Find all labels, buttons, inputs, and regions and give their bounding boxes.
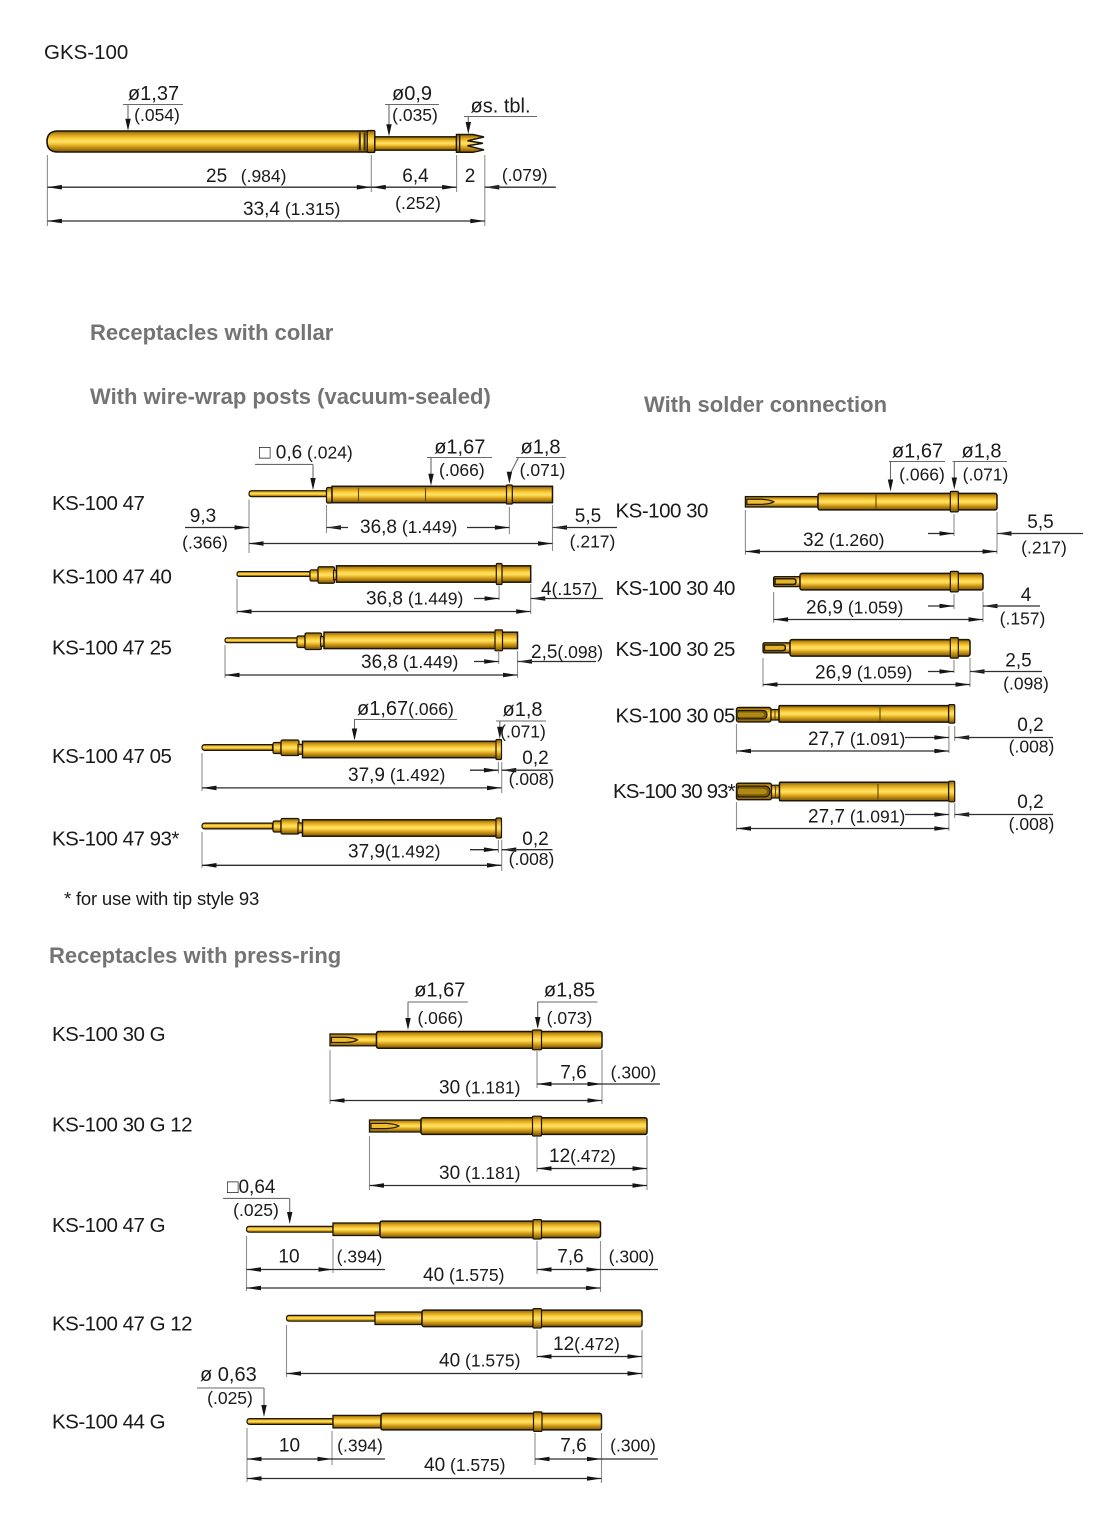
svg-text:7,6: 7,6 — [557, 1247, 583, 1268]
svg-text:4: 4 — [1021, 585, 1032, 606]
svg-text:(.217): (.217) — [1021, 538, 1067, 558]
svg-text:KS-100 30 93*: KS-100 30 93* — [613, 780, 736, 803]
svg-text:GKS-100: GKS-100 — [44, 41, 128, 64]
svg-text:With solder connection: With solder connection — [644, 392, 887, 417]
svg-text:5,5: 5,5 — [575, 506, 601, 527]
svg-text:2,5: 2,5 — [1005, 651, 1031, 672]
svg-text:(.098): (.098) — [1003, 674, 1049, 694]
svg-text:ø0,9: ø0,9 — [392, 83, 432, 105]
svg-text:10: 10 — [279, 1436, 300, 1457]
svg-text:KS-100 47 40: KS-100 47 40 — [52, 566, 171, 589]
svg-text:(.025): (.025) — [233, 1200, 279, 1220]
svg-text:(.008): (.008) — [1009, 814, 1055, 834]
svg-text:ø1,8: ø1,8 — [961, 441, 1001, 463]
svg-text:Receptacles with press-ring: Receptacles with press-ring — [49, 943, 341, 968]
svg-text:ø1,8: ø1,8 — [520, 437, 560, 459]
svg-text:KS-100 47: KS-100 47 — [52, 492, 144, 515]
svg-text:30 (1.181): 30 (1.181) — [439, 1163, 520, 1184]
svg-text:ø 0,63: ø 0,63 — [200, 1364, 257, 1386]
svg-text:(.066): (.066) — [439, 460, 485, 480]
svg-text:KS-100 47 G: KS-100 47 G — [52, 1214, 165, 1237]
svg-text:6,4: 6,4 — [402, 166, 429, 187]
svg-text:KS-100 47 93*: KS-100 47 93* — [52, 828, 179, 851]
svg-text:(.300): (.300) — [609, 1247, 655, 1267]
svg-text:12(.472): 12(.472) — [553, 1334, 620, 1355]
svg-text:(.054): (.054) — [134, 105, 180, 125]
svg-text:□ 0,6 (.024): □ 0,6 (.024) — [259, 443, 353, 464]
svg-text:øs. tbl.: øs. tbl. — [470, 96, 530, 118]
svg-text:(.394): (.394) — [337, 1436, 383, 1456]
svg-text:7,6: 7,6 — [560, 1436, 586, 1457]
svg-text:KS-100 30: KS-100 30 — [616, 499, 708, 522]
svg-text:0,2: 0,2 — [522, 829, 548, 850]
svg-text:ø1,67: ø1,67 — [434, 437, 485, 459]
svg-text:(.066): (.066) — [899, 465, 945, 485]
svg-text:Receptacles with collar: Receptacles with collar — [90, 320, 334, 345]
svg-text:26,9 (1.059): 26,9 (1.059) — [806, 598, 903, 619]
svg-text:40 (1.575): 40 (1.575) — [423, 1265, 504, 1286]
svg-text:ø1,67: ø1,67 — [892, 441, 943, 463]
svg-text:KS-100 47 05: KS-100 47 05 — [52, 745, 171, 768]
svg-text:37,9(1.492): 37,9(1.492) — [348, 842, 440, 863]
svg-text:(.394): (.394) — [337, 1247, 383, 1267]
svg-text:(.035): (.035) — [392, 105, 438, 125]
svg-text:(.073): (.073) — [547, 1008, 593, 1028]
svg-text:(.008): (.008) — [1009, 737, 1055, 757]
svg-text:ø1,85: ø1,85 — [544, 980, 595, 1002]
svg-text:(.025): (.025) — [207, 1388, 253, 1408]
svg-text:37,9 (1.492): 37,9 (1.492) — [348, 765, 445, 786]
svg-text:27,7 (1.091): 27,7 (1.091) — [808, 729, 905, 750]
svg-text:(.008): (.008) — [509, 769, 555, 789]
svg-text:KS-100 47 G 12: KS-100 47 G 12 — [52, 1313, 192, 1336]
svg-text:ø1,67: ø1,67 — [414, 980, 465, 1002]
svg-text:(.217): (.217) — [570, 532, 616, 552]
svg-text:0,2: 0,2 — [1017, 792, 1043, 813]
svg-text:36,8 (1.449): 36,8 (1.449) — [360, 517, 457, 538]
svg-text:(.366): (.366) — [182, 533, 228, 553]
svg-text:40 (1.575): 40 (1.575) — [439, 1351, 520, 1372]
svg-text:(.066): (.066) — [417, 1008, 463, 1028]
svg-text:□0,64: □0,64 — [227, 1177, 276, 1198]
svg-text:(.079): (.079) — [502, 165, 548, 185]
svg-text:4(.157): 4(.157) — [541, 579, 597, 600]
svg-text:25 (.984): 25 (.984) — [206, 166, 286, 187]
svg-text:KS-100 30 05: KS-100 30 05 — [616, 705, 735, 728]
svg-text:(.300): (.300) — [611, 1063, 657, 1083]
svg-text:(.300): (.300) — [610, 1436, 656, 1456]
svg-text:(.071): (.071) — [963, 465, 1009, 485]
svg-text:27,7 (1.091): 27,7 (1.091) — [808, 807, 905, 828]
svg-text:2: 2 — [465, 166, 476, 187]
svg-text:7,6: 7,6 — [560, 1063, 586, 1084]
svg-text:ø1,67(.066): ø1,67(.066) — [357, 698, 454, 720]
svg-text:* for use with tip style 93: * for use with tip style 93 — [64, 888, 259, 909]
svg-text:30 (1.181): 30 (1.181) — [439, 1078, 520, 1099]
svg-text:40 (1.575): 40 (1.575) — [424, 1455, 505, 1476]
svg-text:ø1,8: ø1,8 — [502, 699, 542, 721]
svg-text:36,8 (1.449): 36,8 (1.449) — [361, 652, 458, 673]
svg-text:KS-100 30 25: KS-100 30 25 — [616, 638, 735, 661]
svg-text:2,5(.098): 2,5(.098) — [531, 642, 603, 663]
svg-text:KS-100 30 40: KS-100 30 40 — [616, 577, 735, 600]
svg-text:(.008): (.008) — [509, 849, 555, 869]
svg-text:36,8 (1.449): 36,8 (1.449) — [366, 589, 463, 610]
svg-text:(.252): (.252) — [395, 193, 441, 213]
svg-text:9,3: 9,3 — [190, 506, 216, 527]
svg-text:12(.472): 12(.472) — [549, 1146, 616, 1167]
svg-text:ø1,37: ø1,37 — [128, 83, 179, 105]
svg-text:(.157): (.157) — [1000, 609, 1046, 629]
svg-text:0,2: 0,2 — [1017, 715, 1043, 736]
svg-text:KS-100 44 G: KS-100 44 G — [52, 1411, 165, 1434]
svg-text:(.071): (.071) — [520, 460, 566, 480]
svg-text:(.071): (.071) — [500, 722, 546, 742]
svg-text:KS-100 47 25: KS-100 47 25 — [52, 637, 171, 660]
svg-text:KS-100 30 G 12: KS-100 30 G 12 — [52, 1114, 192, 1137]
svg-text:10: 10 — [278, 1247, 299, 1268]
svg-text:26,9 (1.059): 26,9 (1.059) — [815, 663, 912, 684]
svg-text:0,2: 0,2 — [522, 748, 548, 769]
svg-text:32 (1.260): 32 (1.260) — [803, 530, 884, 551]
svg-text:With wire-wrap posts (vacuum-s: With wire-wrap posts (vacuum-sealed) — [90, 384, 491, 409]
svg-text:KS-100 30 G: KS-100 30 G — [52, 1023, 165, 1046]
svg-text:33,4 (1.315): 33,4 (1.315) — [243, 199, 340, 220]
svg-text:5,5: 5,5 — [1027, 512, 1053, 533]
